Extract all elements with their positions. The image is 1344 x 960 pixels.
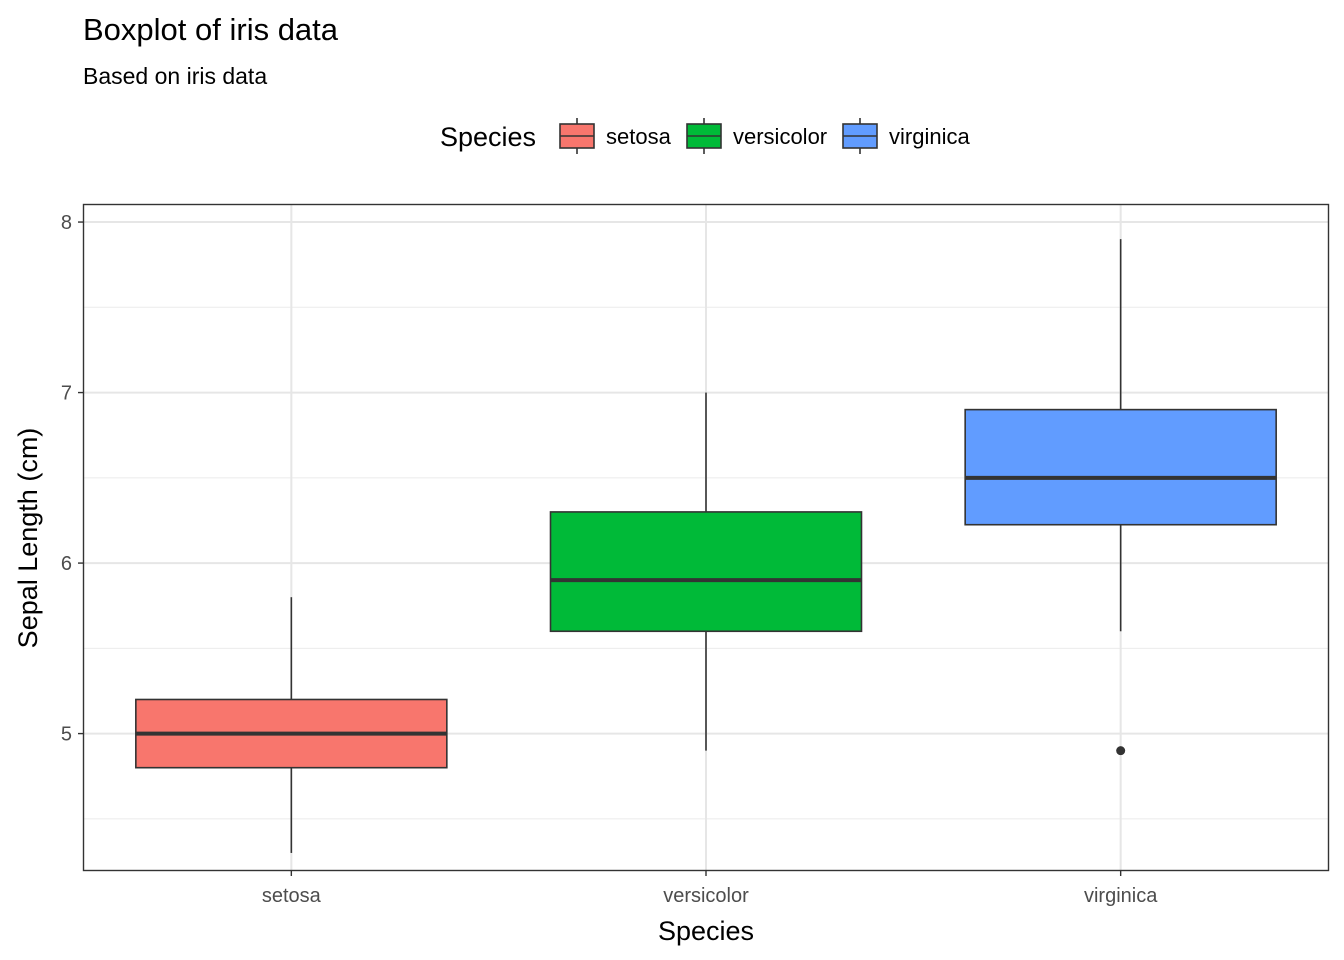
x-tick-label: setosa — [262, 885, 322, 907]
x-tick-label: virginica — [1084, 885, 1158, 907]
y-tick-label: 5 — [61, 724, 72, 746]
boxes — [135, 239, 1277, 853]
box-setosa — [135, 597, 448, 853]
legend-label: setosa — [606, 124, 672, 149]
x-tick-label: versicolor — [663, 885, 749, 907]
legend: Species setosa versicolor virginica — [440, 118, 970, 154]
y-tick-label: 7 — [61, 383, 72, 405]
x-axis-title: Species — [658, 916, 754, 946]
y-tick-label: 6 — [61, 553, 72, 575]
outlier-point — [1116, 746, 1126, 756]
legend-item-setosa: setosa — [559, 118, 672, 154]
box-iqr — [549, 511, 863, 633]
chart-title: Boxplot of iris data — [83, 12, 339, 47]
y-axis-title: Sepal Length (cm) — [13, 428, 43, 649]
box-versicolor — [549, 392, 863, 751]
legend-label: virginica — [889, 124, 970, 149]
axes: 5 6 7 8 setosa versicolor virginica — [61, 212, 1158, 907]
legend-item-versicolor: versicolor — [686, 118, 827, 154]
legend-item-virginica: virginica — [842, 118, 970, 154]
box-virginica — [964, 239, 1277, 756]
chart-subtitle: Based on iris data — [83, 63, 268, 89]
box-iqr — [964, 408, 1277, 526]
y-tick-label: 8 — [61, 212, 72, 234]
legend-title: Species — [440, 122, 536, 152]
legend-label: versicolor — [733, 124, 827, 149]
